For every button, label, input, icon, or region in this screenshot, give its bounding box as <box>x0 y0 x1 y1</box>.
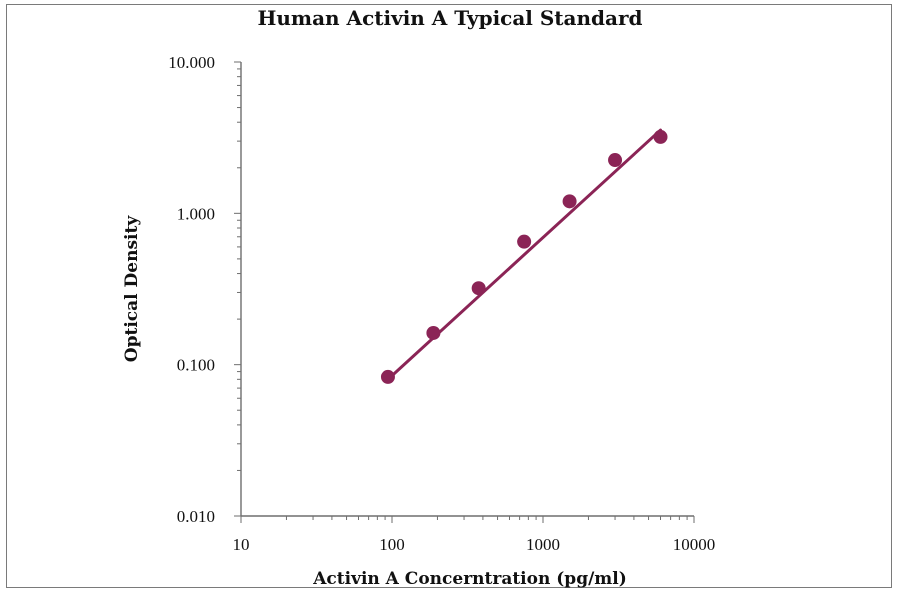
fit-line <box>386 128 663 381</box>
tick-labels: 10 100 1000 10000 0.010 0.100 1.000 10.000 <box>168 53 715 554</box>
data-point <box>426 325 441 340</box>
x-tick-label: 1000 <box>526 535 560 554</box>
y-axis-title: Optical Density <box>122 215 142 363</box>
fit-line-group <box>386 128 663 381</box>
x-tick-label: 10 <box>233 535 250 554</box>
y-tick-label: 0.010 <box>177 507 215 526</box>
data-point <box>608 153 623 168</box>
y-tick-label: 1.000 <box>177 204 215 223</box>
y-tick-label: 10.000 <box>168 53 215 72</box>
x-tick-label: 10000 <box>673 535 716 554</box>
data-point <box>562 194 577 209</box>
data-point <box>471 281 486 296</box>
axes <box>240 62 694 517</box>
data-points <box>380 129 668 384</box>
data-point <box>653 129 668 144</box>
chart-frame <box>6 4 892 588</box>
data-point <box>517 234 532 249</box>
y-tick-label: 0.100 <box>177 356 215 375</box>
chart-title: Human Activin A Typical Standard <box>257 6 643 30</box>
x-tick-label: 100 <box>379 535 405 554</box>
axis-ticks <box>234 61 695 523</box>
data-point <box>380 369 395 384</box>
x-axis-title: Activin A Concerntration (pg/ml) <box>312 569 627 589</box>
